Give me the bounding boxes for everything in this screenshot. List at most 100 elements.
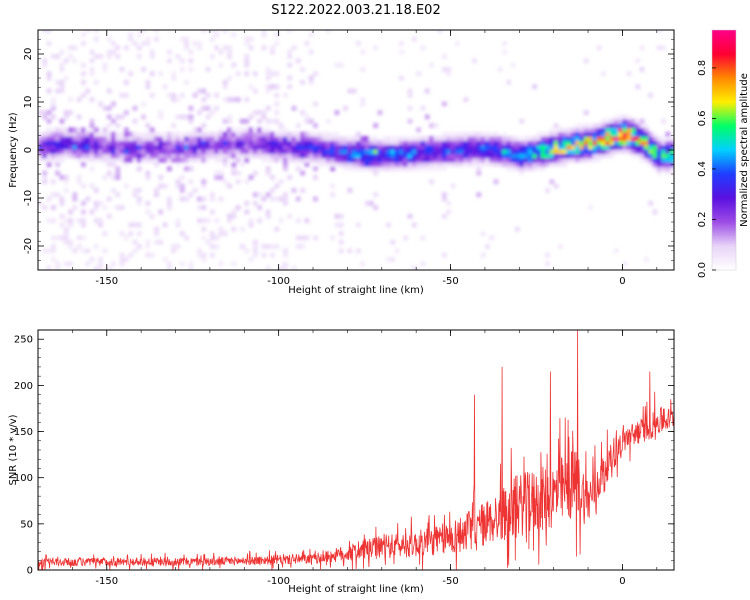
- heatmap-cell: [123, 127, 129, 133]
- heatmap-cell: [55, 79, 61, 85]
- heatmap-cell: [557, 140, 563, 146]
- heatmap-cell: [420, 144, 426, 150]
- heatmap-cell: [209, 244, 215, 249]
- heatmap-cell: [360, 261, 366, 267]
- heatmap-cell: [166, 265, 172, 270]
- heatmap-cell: [377, 140, 383, 146]
- heatmap-cell: [188, 140, 194, 146]
- heatmap-cell: [588, 205, 593, 211]
- heatmap-cell: [493, 131, 499, 137]
- heatmap-cell: [218, 170, 224, 176]
- heatmap-cell: [222, 45, 228, 51]
- heatmap-cell: [197, 136, 202, 141]
- heatmap-cell: [98, 101, 104, 107]
- heatmap-cell: [145, 252, 151, 258]
- heatmap-cell: [257, 218, 263, 224]
- heatmap-cell: [661, 166, 667, 172]
- heatmap-cell: [557, 144, 563, 150]
- heatmap-cell: [145, 149, 151, 154]
- heatmap-cell: [429, 179, 434, 185]
- heatmap-cell: [609, 140, 615, 146]
- heatmap-cell: [68, 244, 73, 249]
- heatmap-cell: [132, 157, 138, 163]
- heatmap-cell: [115, 114, 121, 120]
- heatmap-cell: [248, 84, 254, 90]
- heatmap-cell: [257, 118, 263, 124]
- heatmap-cell: [282, 192, 288, 198]
- heatmap-cell: [89, 149, 95, 154]
- heatmap-cell: [222, 149, 228, 154]
- heatmap-cell: [562, 144, 568, 150]
- heatmap-cell: [46, 71, 52, 77]
- heatmap-cell: [72, 127, 78, 133]
- y-tick-label: -20: [23, 238, 34, 254]
- heatmap-cell: [596, 45, 602, 51]
- heatmap-cell: [536, 131, 542, 137]
- heatmap-cell: [42, 114, 48, 120]
- heatmap-cell: [600, 127, 606, 133]
- heatmap-cell: [192, 149, 198, 154]
- heatmap-cell: [214, 30, 220, 33]
- heatmap-cell: [76, 131, 82, 137]
- heatmap-cell: [184, 166, 190, 172]
- heatmap-cell: [613, 144, 619, 150]
- heatmap-cell: [523, 149, 529, 154]
- heatmap-cell: [89, 131, 95, 137]
- heatmap-cell: [424, 153, 430, 159]
- heatmap-cell: [450, 149, 456, 154]
- heatmap-cell: [38, 149, 43, 154]
- heatmap-cell: [527, 144, 533, 150]
- heatmap-cell: [377, 149, 383, 154]
- heatmap-cell: [136, 54, 142, 59]
- heatmap-cell: [154, 153, 159, 159]
- heatmap-cell: [420, 166, 426, 172]
- heatmap-cell: [201, 183, 207, 189]
- heatmap-cell: [648, 131, 654, 137]
- heatmap-cell: [549, 179, 555, 185]
- heatmap-cell: [115, 157, 121, 163]
- heatmap-cell: [197, 131, 202, 137]
- heatmap-cell: [325, 157, 331, 163]
- heatmap-cell: [201, 153, 207, 159]
- heatmap-cell: [227, 183, 232, 189]
- heatmap-cell: [553, 123, 559, 129]
- heatmap-cell: [407, 213, 413, 219]
- heatmap-cell: [252, 140, 258, 146]
- heatmap-cell: [394, 136, 400, 141]
- heatmap-cell: [85, 196, 91, 202]
- colorbar-tick-label: 0.8: [697, 60, 708, 76]
- heatmap-cell: [111, 136, 116, 141]
- heatmap-cell: [472, 136, 477, 141]
- heatmap-cell: [50, 149, 56, 154]
- heatmap-cell: [609, 123, 615, 129]
- heatmap-cell: [205, 153, 211, 159]
- heatmap-cell: [171, 97, 177, 103]
- heatmap-cell: [248, 127, 254, 133]
- heatmap-cell: [661, 153, 667, 159]
- heatmap-cell: [343, 140, 349, 146]
- heatmap-cell: [338, 62, 344, 68]
- heatmap-cell: [252, 88, 258, 94]
- heatmap-cell: [235, 127, 241, 133]
- heatmap-cell: [540, 153, 546, 159]
- heatmap-cell: [351, 153, 357, 159]
- heatmap-cell: [175, 244, 181, 249]
- heatmap-cell: [532, 140, 538, 146]
- heatmap-cell: [162, 131, 168, 137]
- heatmap-cell: [63, 239, 69, 245]
- heatmap-cell: [588, 140, 593, 146]
- heatmap-cell: [46, 153, 52, 159]
- heatmap-cell: [98, 153, 104, 159]
- heatmap-cell: [549, 131, 555, 137]
- heatmap-cell: [639, 118, 645, 124]
- heatmap-cell: [188, 131, 194, 137]
- heatmap-x-ticks: -150 -100 -50 0: [37, 30, 658, 287]
- heatmap-cell: [472, 153, 477, 159]
- heatmap-cell: [214, 32, 220, 38]
- heatmap-cell: [239, 127, 245, 133]
- heatmap-cell: [197, 248, 202, 254]
- heatmap-cell: [609, 127, 615, 133]
- heatmap-cell: [149, 136, 155, 141]
- heatmap-cell: [609, 144, 615, 150]
- heatmap-cell: [136, 244, 142, 249]
